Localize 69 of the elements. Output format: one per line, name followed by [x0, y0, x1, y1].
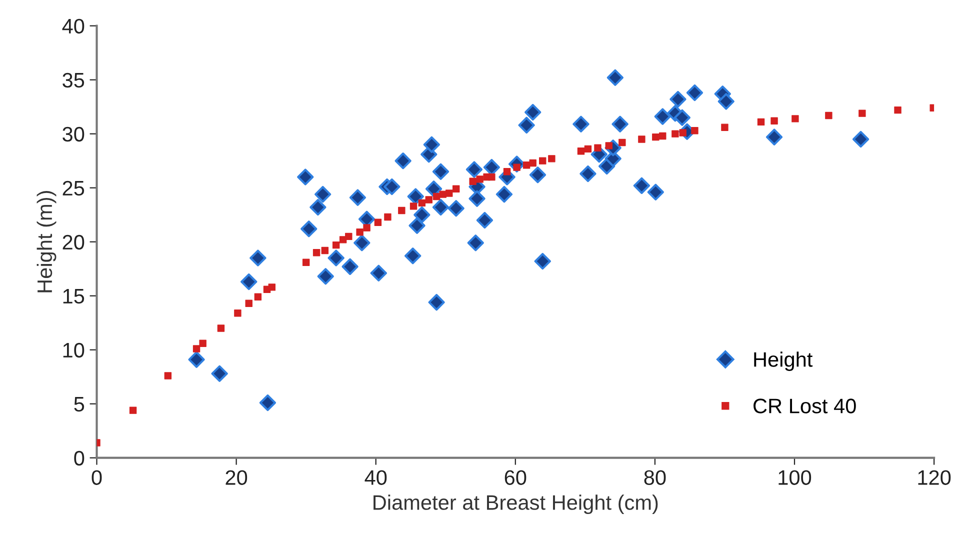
point: [825, 112, 832, 120]
point: [503, 168, 511, 176]
point: [312, 249, 320, 256]
legend-label: CR Lost 40: [754, 398, 856, 414]
point: [652, 133, 660, 141]
point: [356, 228, 364, 236]
point: [192, 345, 200, 352]
point: [425, 196, 432, 204]
point: [363, 224, 370, 232]
point: [476, 176, 484, 183]
point: [618, 138, 626, 146]
point: [439, 190, 446, 198]
point: [374, 218, 382, 226]
point: [268, 284, 276, 291]
point: [199, 340, 206, 347]
point: [164, 372, 172, 380]
point: [522, 162, 530, 169]
point: [577, 148, 585, 155]
point: [539, 157, 546, 164]
point: [594, 144, 602, 152]
point: [332, 241, 340, 249]
point: [770, 117, 778, 124]
point: [548, 155, 556, 162]
y-tick-label: 30: [62, 126, 84, 142]
point: [398, 206, 406, 214]
y-tick-label: 10: [63, 342, 84, 358]
point: [217, 324, 225, 332]
point: [659, 132, 666, 140]
x-tick-label: 40: [364, 470, 387, 485]
point: [410, 202, 418, 210]
point: [488, 173, 496, 181]
point: [384, 213, 392, 221]
y-tick-label: 0: [74, 450, 84, 466]
y-tick-label: 5: [74, 397, 84, 412]
point: [302, 258, 310, 266]
point: [245, 300, 252, 307]
point: [721, 124, 728, 131]
y-tick-label: 40: [62, 18, 84, 34]
x-tick-label: 100: [778, 470, 812, 485]
point: [638, 136, 646, 143]
point: [792, 115, 799, 122]
point: [234, 310, 242, 317]
point: [254, 293, 262, 301]
point: [446, 190, 453, 197]
x-tick-label: 120: [918, 470, 951, 485]
legend-label: Height: [754, 352, 813, 371]
point: [894, 106, 902, 114]
y-tick-label: 35: [62, 72, 84, 88]
x-tick-label: 80: [644, 470, 666, 485]
point: [469, 178, 476, 185]
y-tick-label: 20: [62, 234, 84, 250]
point: [129, 406, 137, 414]
y-tick-label: 25: [62, 180, 84, 196]
x-tick-label: 0: [92, 470, 102, 485]
point: [584, 145, 592, 153]
y-tick-label: 15: [63, 289, 84, 304]
point: [858, 110, 866, 117]
y-axis-title: Height (m)): [36, 191, 56, 292]
point: [418, 199, 426, 207]
point: [691, 126, 698, 134]
point: [672, 130, 679, 138]
point: [757, 118, 765, 126]
x-tick-label: 20: [226, 470, 248, 485]
point: [452, 185, 460, 193]
point: [321, 246, 329, 254]
x-axis-title: Diameter at Breast Height (cm): [374, 494, 658, 514]
point: [529, 159, 536, 167]
point: [345, 232, 352, 240]
x-tick-label: 60: [504, 470, 526, 485]
